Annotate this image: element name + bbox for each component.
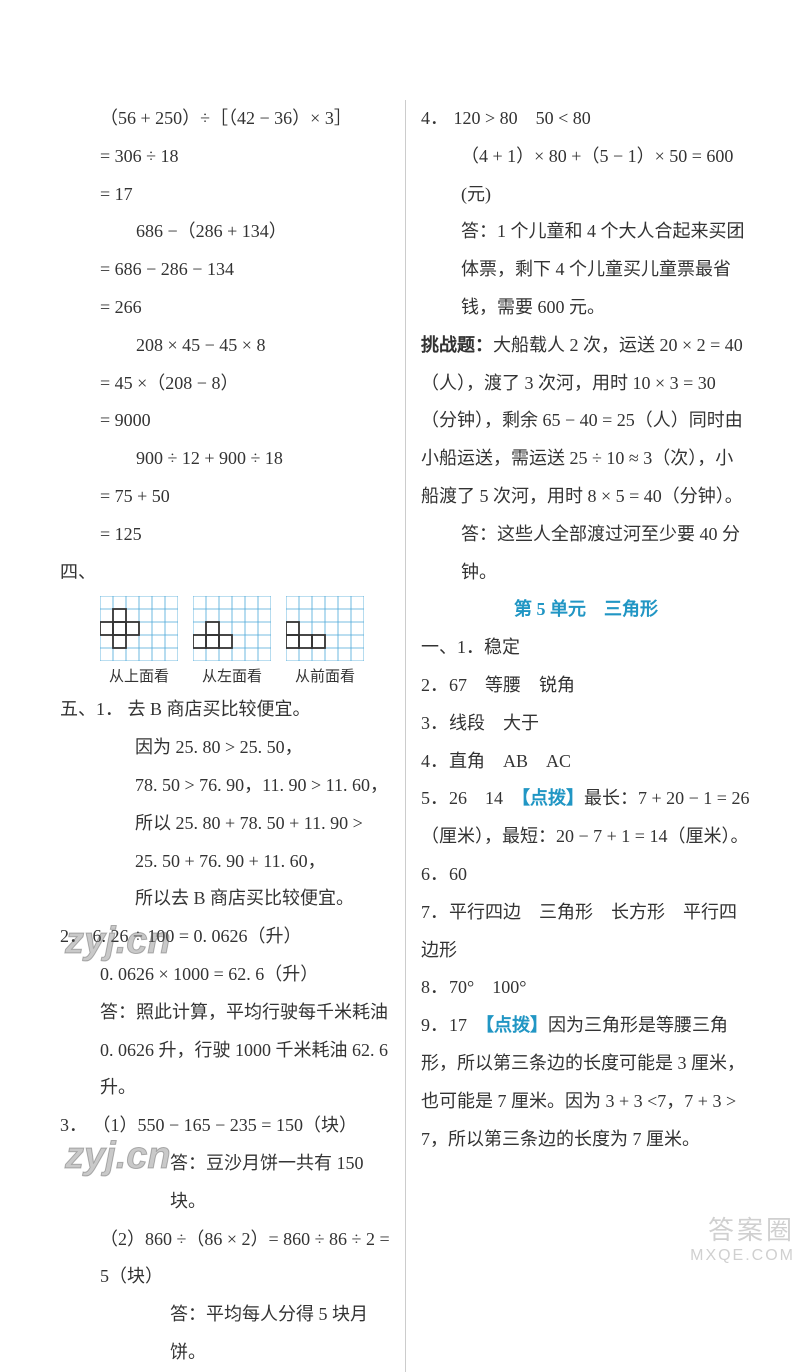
grid-view: 从左面看 xyxy=(193,596,271,686)
i6-text: 60 xyxy=(449,864,467,884)
sec1-item3: 3．线段 大于 xyxy=(421,705,751,743)
q4: 4． 120 > 80 50 < 80 xyxy=(421,100,751,138)
i4-text: 直角 AB AC xyxy=(449,751,571,771)
i3-num: 3． xyxy=(421,705,449,743)
q4-line: 答：1 个儿童和 4 个大人合起来买团体票，剩下 4 个儿童买儿童票最省钱，需要… xyxy=(421,213,751,326)
calc-line: 686 −（286 + 134） xyxy=(60,213,390,251)
q5-2-line: 6. 26 ÷ 100 = 0. 0626（升） xyxy=(93,926,302,946)
sec1-item4: 4．直角 AB AC xyxy=(421,743,751,781)
i9-a: 17 xyxy=(449,1015,485,1035)
calc-line: = 17 xyxy=(60,176,390,214)
q5-1-line: 所以 25. 80 + 78. 50 + 11. 90 > xyxy=(60,805,390,843)
calc-line: = 686 − 286 − 134 xyxy=(60,251,390,289)
grid-views: 从上面看从左面看从前面看 xyxy=(60,596,390,686)
q5-1-line: 因为 25. 80 > 25. 50， xyxy=(60,729,390,767)
calc-line: = 45 ×（208 − 8） xyxy=(60,365,390,403)
challenge-answer: 答：这些人全部渡过河至少要 40 分钟。 xyxy=(421,516,751,592)
i1-text: 稳定 xyxy=(484,637,520,657)
q5-3a: （1）550 − 165 − 235 = 150（块） xyxy=(93,1115,357,1135)
calc-line: （56 + 250）÷［（42 − 36）× 3］ xyxy=(60,100,390,138)
calc-line: = 306 ÷ 18 xyxy=(60,138,390,176)
grid-svg xyxy=(193,596,271,661)
i7-num: 7． xyxy=(421,894,449,932)
sec1-item6: 6．60 xyxy=(421,856,751,894)
q5-3b: （2）860 ÷（86 × 2）= 860 ÷ 86 ÷ 2 = 5（块） xyxy=(60,1221,390,1297)
q5-3b-answer: 答：平均每人分得 5 块月饼。 xyxy=(60,1296,390,1372)
grid-svg xyxy=(100,596,178,661)
calc-line: = 75 + 50 xyxy=(60,478,390,516)
grid-label: 从前面看 xyxy=(286,665,364,686)
q5-1-line: 所以去 B 商店买比较便宜。 xyxy=(60,880,390,918)
challenge-body: 大船载人 2 次，运送 20 × 2 = 40（人），渡了 3 次河，用时 10… xyxy=(421,335,743,506)
section-4: 四、 xyxy=(60,554,390,592)
q5-3: 3． （1）550 − 165 − 235 = 150（块） xyxy=(60,1107,390,1145)
section-5-q1: 五、1． 去 B 商店买比较便宜。 xyxy=(60,691,390,729)
q5-2-line: 答：照此计算，平均行驶每千米耗油 0. 0626 升，行驶 1000 千米耗油 … xyxy=(60,994,390,1107)
hint-label: 【点拨】 xyxy=(521,788,584,808)
i2-num: 2． xyxy=(421,667,449,705)
i3-text: 线段 大于 xyxy=(449,713,539,733)
section-5-label: 五、1． xyxy=(60,691,123,729)
calc-line: 208 × 45 − 45 × 8 xyxy=(60,327,390,365)
calc-line: = 9000 xyxy=(60,402,390,440)
left-column: （56 + 250）÷［（42 − 36）× 3］ = 306 ÷ 18 = 1… xyxy=(60,100,405,1372)
q5-3-num: 3． xyxy=(60,1107,88,1145)
sec1-item5: 5．26 14 【点拨】最长：7 + 20 − 1 = 26（厘米），最短：20… xyxy=(421,780,751,856)
grid-label: 从左面看 xyxy=(193,665,271,686)
two-column-layout: （56 + 250）÷［（42 − 36）× 3］ = 306 ÷ 18 = 1… xyxy=(60,100,760,1372)
grid-label: 从上面看 xyxy=(100,665,178,686)
challenge: 挑战题：大船载人 2 次，运送 20 × 2 = 40（人），渡了 3 次河，用… xyxy=(421,327,751,516)
q5-2: 2． 6. 26 ÷ 100 = 0. 0626（升） xyxy=(60,918,390,956)
grid-view: 从前面看 xyxy=(286,596,364,686)
calc-line: 900 ÷ 12 + 900 ÷ 18 xyxy=(60,440,390,478)
i2-text: 67 等腰 锐角 xyxy=(449,675,575,695)
q5-2-line: 0. 0626 × 1000 = 62. 6（升） xyxy=(60,956,390,994)
sec1-item9: 9．17 【点拨】因为三角形是等腰三角形，所以第三条边的长度可能是 3 厘米，也… xyxy=(421,1007,751,1158)
calc-line: = 266 xyxy=(60,289,390,327)
grid-view: 从上面看 xyxy=(100,596,178,686)
q5-1-line: 25. 50 + 76. 90 + 11. 60， xyxy=(60,843,390,881)
i9-num: 9． xyxy=(421,1007,449,1045)
hint-label: 【点拨】 xyxy=(485,1015,548,1035)
q5-2-num: 2． xyxy=(60,918,88,956)
section-4-label: 四、 xyxy=(60,554,100,592)
i4-num: 4． xyxy=(421,743,449,781)
unit-5-title: 第 5 单元 三角形 xyxy=(421,591,751,629)
i6-num: 6． xyxy=(421,856,449,894)
calc-line: = 125 xyxy=(60,516,390,554)
section-1-label: 一、 xyxy=(421,637,457,657)
i9-b: 因为三角形是等腰三角形，所以第三条边的长度可能是 3 厘米，也可能是 7 厘米。… xyxy=(421,1015,745,1148)
i8-num: 8． xyxy=(421,969,449,1007)
q4-line: （4 + 1）× 80 +（5 − 1）× 50 = 600(元) xyxy=(421,138,751,214)
challenge-label: 挑战题： xyxy=(421,335,493,355)
i5-a: 26 14 xyxy=(449,788,521,808)
q4-num: 4． xyxy=(421,100,449,138)
sec1-item1: 一、1．稳定 xyxy=(421,629,751,667)
i8-text: 70° 100° xyxy=(449,977,526,997)
right-column: 4． 120 > 80 50 < 80 （4 + 1）× 80 +（5 − 1）… xyxy=(406,100,751,1372)
i1-num: 1． xyxy=(457,637,484,657)
q5-3a-answer: 答：豆沙月饼一共有 150 块。 xyxy=(60,1145,390,1221)
q5-1-line: 78. 50 > 76. 90，11. 90 > 11. 60， xyxy=(60,767,390,805)
sec1-item7: 7．平行四边 三角形 长方形 平行四边形 xyxy=(421,894,751,970)
q4-line: 120 > 80 50 < 80 xyxy=(454,108,591,128)
i5-num: 5． xyxy=(421,780,449,818)
sec1-item8: 8．70° 100° xyxy=(421,969,751,1007)
i7-text: 平行四边 三角形 长方形 平行四边形 xyxy=(421,902,737,960)
sec1-item2: 2．67 等腰 锐角 xyxy=(421,667,751,705)
q5-1-line: 去 B 商店买比较便宜。 xyxy=(128,699,311,719)
grid-svg xyxy=(286,596,364,661)
